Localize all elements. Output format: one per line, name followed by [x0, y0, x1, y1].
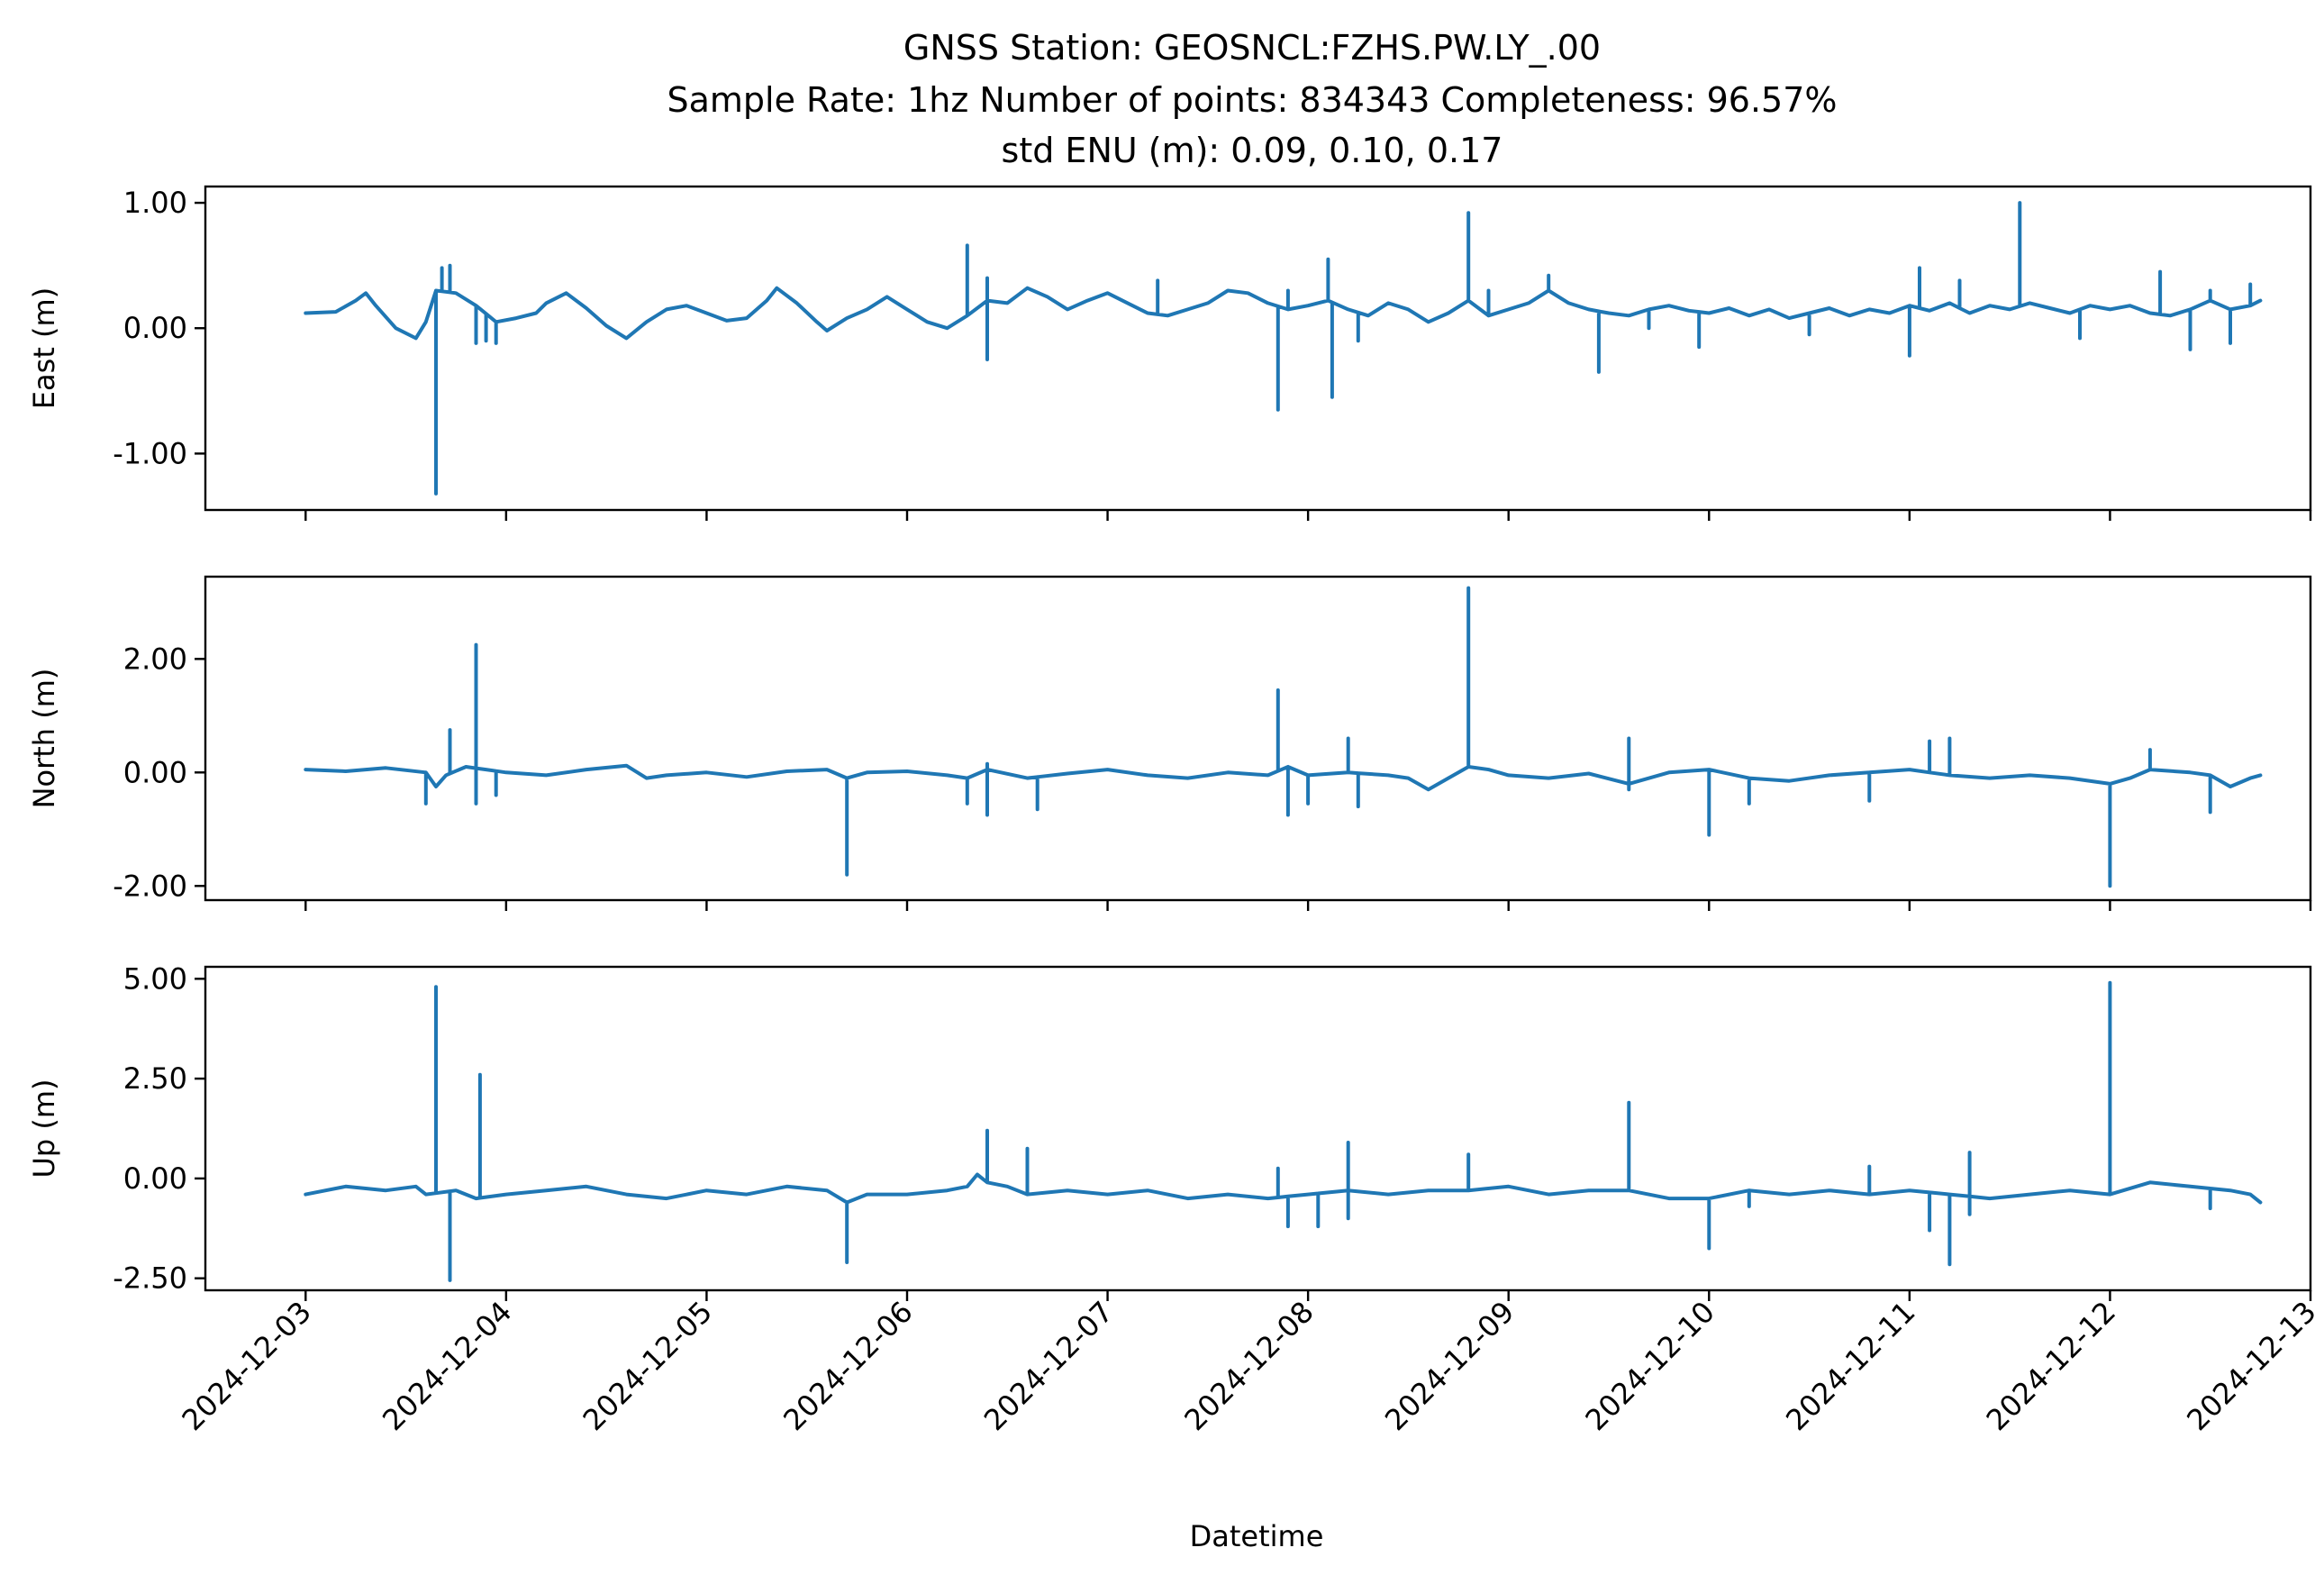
up-y-ticks: 5.00 2.50 0.00 -2.50: [113, 961, 205, 1296]
chart-title: GNSS Station: GEOSNCL:FZHS.PW.LY_.00 Sam…: [667, 28, 1838, 170]
east-y-tick-label: -1.00: [113, 436, 187, 470]
north-y-axis-label: North (m): [27, 669, 61, 809]
east-y-tick-label: 1.00: [123, 186, 187, 220]
east-panel: 1.00 0.00 -1.00 East (m): [27, 185, 2312, 521]
east-y-tick-label: 0.00: [123, 311, 187, 345]
title-line-3: std ENU (m): 0.09, 0.10, 0.17: [1002, 131, 1503, 170]
north-axes-frame: [204, 575, 2312, 902]
east-x-ticks: [304, 510, 2312, 521]
north-series-line: [304, 586, 2263, 888]
north-panel: 2.00 0.00 -2.00 North (m): [27, 575, 2312, 911]
north-y-tick-label: 2.00: [123, 642, 187, 676]
title-line-2: Sample Rate: 1hz Number of points: 83434…: [667, 80, 1838, 120]
up-x-ticks: [304, 1290, 2312, 1301]
east-series-line: [304, 201, 2263, 496]
up-axes-frame: [204, 965, 2312, 1292]
up-panel: 5.00 2.50 0.00 -2.50 Up (m): [27, 961, 2312, 1301]
north-y-ticks: 2.00 0.00 -2.00: [113, 642, 205, 903]
east-axes-frame: [204, 185, 2312, 512]
up-y-axis-label: Up (m): [27, 1079, 61, 1178]
north-x-ticks: [304, 900, 2312, 911]
north-y-tick-label: 0.00: [123, 755, 187, 789]
up-series-line: [304, 980, 2263, 1282]
up-y-tick-label: 0.00: [123, 1161, 187, 1196]
east-y-ticks: 1.00 0.00 -1.00: [113, 186, 205, 470]
title-line-1: GNSS Station: GEOSNCL:FZHS.PW.LY_.00: [903, 28, 1601, 68]
x-axis-label: Datetime: [1190, 1519, 1324, 1553]
north-y-tick-label: -2.00: [113, 869, 187, 903]
up-y-tick-label: 2.50: [123, 1061, 187, 1096]
up-y-tick-label: -2.50: [113, 1261, 187, 1296]
east-y-axis-label: East (m): [27, 287, 61, 409]
up-y-tick-label: 5.00: [123, 961, 187, 996]
